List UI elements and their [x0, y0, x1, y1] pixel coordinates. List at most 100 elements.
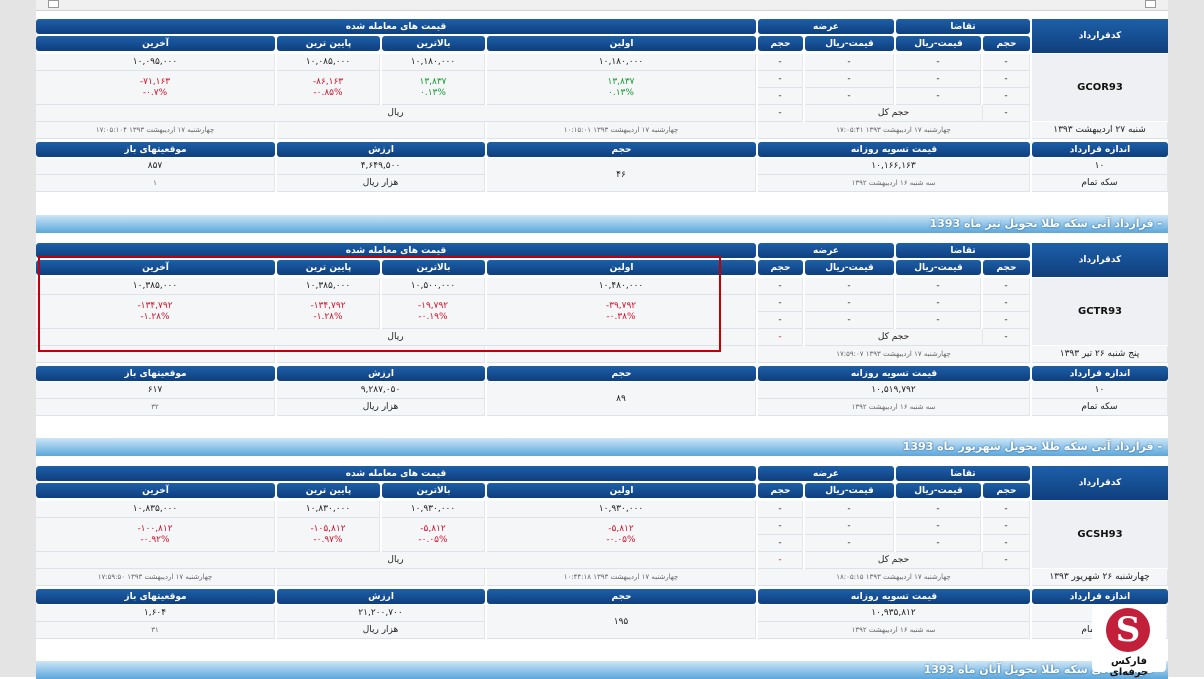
contract-expiry-date: چهارشنبه ۲۶ شهریور ۱۳۹۳ [1032, 569, 1168, 586]
price-first-change-percent: ۰.۱۳% [608, 87, 634, 98]
bid-price-cell: - [896, 312, 981, 329]
bid-price-cell: - [896, 278, 981, 295]
ask-volume-cell: - [758, 295, 803, 312]
right-margin [1168, 0, 1204, 677]
total-bid-volume: - [983, 329, 1030, 346]
header-daily-settlement: قیمت تسویه روزانه [758, 142, 1030, 157]
price-low-change-value: -۸۶,۱۶۳ [312, 76, 344, 87]
bid-price-cell: - [896, 518, 981, 535]
total-volume-label: حجم کل [805, 329, 983, 346]
header-bid-price: قیمت-ریال [896, 36, 981, 51]
header-ask-price: قیمت-ریال [805, 36, 894, 51]
traded-volume: ۸۹ [487, 382, 756, 416]
total-bid-volume: - [983, 105, 1030, 122]
bid-price-cell: - [896, 54, 981, 71]
timestamp-mid [277, 569, 485, 586]
price-first-change-percent: -۰.۳۸% [606, 311, 636, 322]
header-ask: عرضه [758, 466, 894, 481]
contract-size-unit: سکه تمام [1032, 175, 1168, 192]
bid-price-cell: - [896, 501, 981, 518]
header-contract-code: کدقرارداد [1032, 19, 1168, 53]
contract-table-gcor93: کدقرارداد تقاضا عرضه قیمت های معامله شده حجم… [36, 17, 1168, 199]
price-high: ۱۰,۹۳۰,۰۰۰ [382, 501, 485, 518]
section-banner-gctr93: - قرارداد آتی سکه طلا تحویل تیر ماه 1393 [36, 215, 1168, 233]
logo-circle-icon [1106, 608, 1150, 652]
header-contract-size: اندازه قرارداد [1032, 589, 1168, 604]
bid-volume-cell: - [983, 71, 1030, 88]
price-high-change-value: ۱۳,۸۳۷ [419, 76, 447, 87]
price-last-change-percent: -۰.۷% [142, 87, 168, 98]
ask-volume-cell: - [758, 54, 803, 71]
price-last-change-value: -۷۱,۱۶۳ [139, 76, 171, 87]
traded-value: ۹,۲۸۷,۰۵۰ [277, 382, 485, 399]
timestamp-first: چهارشنبه ۱۷ اردیبهشت ۱۳۹۳ ۱۰:۱۵:۰۱ [487, 122, 756, 139]
price-low-change: -۱۳۴,۷۹۲ -۱.۲۸% [277, 295, 380, 329]
total-bid-volume: - [983, 552, 1030, 569]
bid-volume-cell: - [983, 54, 1030, 71]
price-low: ۱۰,۰۸۵,۰۰۰ [277, 54, 380, 71]
price-high-change: -۱۹,۷۹۲ -۰.۱۹% [382, 295, 485, 329]
header-contract-code: کدقرارداد [1032, 466, 1168, 500]
timestamp-first: چهارشنبه ۱۷ اردیبهشت ۱۳۹۳ ۱۰:۴۴:۱۸ [487, 569, 756, 586]
timestamp-mid [277, 122, 485, 139]
price-last-change: -۷۱,۱۶۳ -۰.۷% [36, 71, 275, 105]
ask-price-cell: - [805, 501, 894, 518]
timestamp-ask: چهارشنبه ۱۷ اردیبهشت ۱۳۹۳ ۱۸:۰۵:۱۵ [758, 569, 1030, 586]
header-first: اولین [487, 260, 756, 275]
header-bid: تقاضا [896, 243, 1030, 258]
price-last: ۱۰,۸۳۵,۰۰۰ [36, 501, 275, 518]
timestamp-last: چهارشنبه ۱۷ اردیبهشت ۱۳۹۳ ۱۷:۵۹:۵۰ [36, 569, 275, 586]
price-first: ۱۰,۹۳۰,۰۰۰ [487, 501, 756, 518]
price-last-change-value: -۱۰۰,۸۱۲ [137, 523, 173, 534]
price-last: ۱۰,۳۸۵,۰۰۰ [36, 278, 275, 295]
price-last-change: -۱۰۰,۸۱۲ -۰.۹۲% [36, 518, 275, 552]
total-ask-volume: - [758, 552, 803, 569]
header-last: آخرین [36, 36, 275, 51]
price-high: ۱۰,۱۸۰,۰۰۰ [382, 54, 485, 71]
total-volume-label: حجم کل [805, 105, 983, 122]
header-value: ارزش [277, 142, 485, 157]
open-interest-sub: ۳۱ [36, 622, 275, 639]
header-volume: حجم [487, 589, 756, 604]
window-icon-right [1145, 0, 1156, 8]
price-last-change-percent: -۰.۹۲% [140, 534, 170, 545]
price-last: ۱۰,۰۹۵,۰۰۰ [36, 54, 275, 71]
contract-size-value: ۱۰ [1032, 382, 1168, 399]
window-icon [48, 0, 59, 8]
price-high-change: ۱۳,۸۳۷ ۰.۱۳% [382, 71, 485, 105]
header-daily-settlement: قیمت تسویه روزانه [758, 589, 1030, 604]
contract-expiry-date: پنج شنبه ۲۶ تیر ۱۳۹۳ [1032, 346, 1168, 363]
price-first-change-percent: -۰.۰۵% [606, 534, 636, 545]
header-ask-volume: حجم [758, 483, 803, 498]
header-bid-volume: حجم [983, 260, 1030, 275]
contract-code: GCTR93 [1032, 278, 1168, 345]
traded-value: ۴,۶۴۹,۵۰۰ [277, 158, 485, 175]
price-high-change-percent: -۰.۰۵% [418, 534, 448, 545]
price-low-change: -۱۰۵,۸۱۲ -۰.۹۷% [277, 518, 380, 552]
header-bid: تقاضا [896, 19, 1030, 34]
timestamp-last: چهارشنبه ۱۷ اردیبهشت ۱۳۹۳ ۱۷:۰۵:۱۰۴ [36, 122, 275, 139]
header-traded-prices: قیمت های معامله شده [36, 466, 756, 481]
bid-price-cell: - [896, 535, 981, 552]
price-unit-label: ریال [36, 329, 756, 346]
price-low-change-value: -۱۰۵,۸۱۲ [310, 523, 346, 534]
ask-volume-cell: - [758, 501, 803, 518]
header-open-interest: موقعیتهای باز [36, 589, 275, 604]
header-contract-code: کدقرارداد [1032, 243, 1168, 277]
header-last: آخرین [36, 260, 275, 275]
bid-volume-cell: - [983, 312, 1030, 329]
header-open-interest: موقعیتهای باز [36, 366, 275, 381]
settlement-price: ۱۰,۱۶۶,۱۶۳ [758, 158, 1030, 175]
ask-price-cell: - [805, 295, 894, 312]
bid-price-cell: - [896, 88, 981, 105]
ask-volume-cell: - [758, 518, 803, 535]
traded-value: ۲۱,۲۰۰,۷۰۰ [277, 605, 485, 622]
header-contract-size: اندازه قرارداد [1032, 142, 1168, 157]
bid-price-cell: - [896, 71, 981, 88]
bid-price-cell: - [896, 295, 981, 312]
contract-expiry-date: شنبه ۲۷ اردیبهشت ۱۳۹۳ [1032, 122, 1168, 139]
price-unit-label: ریال [36, 105, 756, 122]
header-lowest: پایین ترین [277, 483, 380, 498]
header-highest: بالاترین [382, 36, 485, 51]
price-high: ۱۰,۵۰۰,۰۰۰ [382, 278, 485, 295]
